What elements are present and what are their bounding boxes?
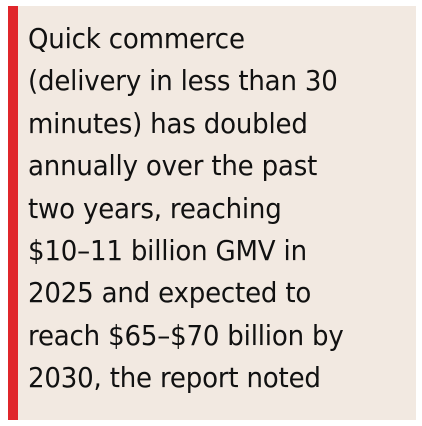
callout-line: $10–11 billion GMV in [28,234,307,268]
accent-bar [8,6,18,420]
callout-line: minutes) has doubled [28,106,308,140]
callout-line: Quick commerce [28,22,245,55]
callout-line: two years, reaching [28,191,282,225]
callout-line: reach $65–$70 billion by [28,318,344,352]
callout-line: annually over the past [28,149,318,183]
callout-line: 2030, the report noted [28,361,321,395]
callout-line: 2025 and expected to [28,276,312,310]
callout-line: (delivery in less than 30 [28,64,338,98]
callout-box: Quick commerce (delivery in less than 30… [8,6,416,420]
callout-text: Quick commerce (delivery in less than 30… [28,18,385,400]
